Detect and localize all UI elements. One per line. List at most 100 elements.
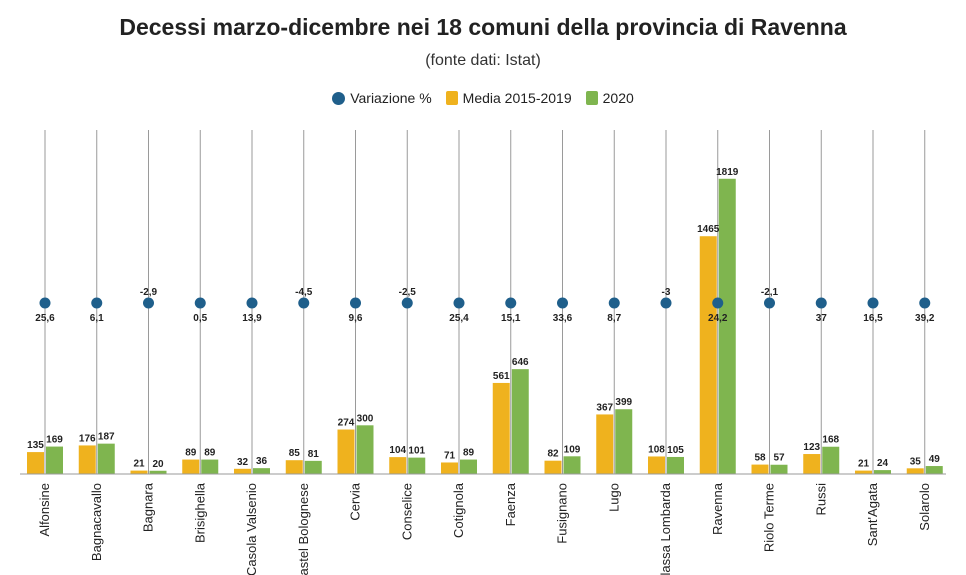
data-label-2020-russi: 168 xyxy=(822,435,839,446)
bar-2020-cotignola xyxy=(460,459,477,474)
bar-media-conselice xyxy=(389,457,407,474)
dot-variazione-massa-lombarda xyxy=(660,297,672,309)
bar-media-castel-bolognese xyxy=(285,460,303,474)
legend-label-variazione: Variazione % xyxy=(350,90,432,106)
tick-label-bagnacavallo: Bagnacavallo xyxy=(89,483,104,561)
legend-label-2020: 2020 xyxy=(602,90,634,106)
bar-media-russi xyxy=(803,454,821,474)
data-label-media-casola-valsenio: 32 xyxy=(237,457,249,468)
dot-variazione-bagnara xyxy=(143,297,154,309)
tick-label-cotignola: Cotignola xyxy=(451,482,466,538)
data-label-variazione-cervia: 9,6 xyxy=(349,313,363,324)
data-label-variazione-casola-valsenio: 13,9 xyxy=(242,313,262,324)
data-label-2020-bagnara: 20 xyxy=(152,459,164,470)
tick-label-sant-agata: Sant'Agata xyxy=(865,482,880,546)
data-label-2020-casola-valsenio: 36 xyxy=(256,456,268,467)
dot-variazione-cervia xyxy=(350,297,361,309)
bar-media-fusignano xyxy=(544,460,562,474)
tick-label-russi: Russi xyxy=(813,483,828,516)
data-label-media-bagnacavallo: 176 xyxy=(79,433,96,444)
data-label-variazione-sant-agata: 16,5 xyxy=(863,313,883,324)
bar-media-bagnara xyxy=(130,470,148,474)
tick-label-solarolo: Solarolo xyxy=(917,483,932,531)
data-label-2020-faenza: 646 xyxy=(512,357,529,368)
data-label-media-cotignola: 71 xyxy=(444,450,456,461)
bar-2020-massa-lombarda xyxy=(667,456,684,474)
bar-media-riolo-terme xyxy=(751,464,769,474)
data-label-2020-castel-bolognese: 81 xyxy=(308,449,320,460)
bar-media-massa-lombarda xyxy=(648,456,665,474)
data-label-media-solarolo: 35 xyxy=(910,456,922,467)
tick-label-brisighella: Brisighella xyxy=(192,482,207,543)
data-label-2020-lugo: 399 xyxy=(615,397,632,408)
data-label-media-lugo: 367 xyxy=(596,402,613,413)
tick-label-casola-valsenio: Casola Valsenio xyxy=(244,483,259,575)
dot-variazione-bagnacavallo xyxy=(91,297,103,309)
data-label-variazione-alfonsine: 25,6 xyxy=(35,313,55,324)
legend-item-media[interactable]: Media 2015-2019 xyxy=(445,90,572,106)
dot-variazione-riolo-terme xyxy=(764,297,775,309)
bar-2020-riolo-terme xyxy=(770,464,788,474)
data-label-2020-alfonsine: 169 xyxy=(46,435,63,446)
tick-label-faenza: Faenza xyxy=(503,482,518,526)
data-label-media-ravenna: 1465 xyxy=(697,224,720,235)
bar-2020-casola-valsenio xyxy=(253,468,270,474)
bar-2020-bagnacavallo xyxy=(97,443,115,474)
dot-variazione-fusignano xyxy=(557,297,568,309)
dot-variazione-castel-bolognese xyxy=(298,297,310,309)
legend-item-2020[interactable]: 2020 xyxy=(585,90,634,106)
bar-2020-alfonsine xyxy=(46,446,63,474)
tick-label-alfonsine: Alfonsine xyxy=(37,483,52,536)
legend-item-variazione[interactable]: Variazione % xyxy=(332,90,432,106)
bar-media-bagnacavallo xyxy=(78,445,96,474)
data-label-media-bagnara: 21 xyxy=(133,459,145,470)
dot-variazione-sant-agata xyxy=(867,297,879,309)
legend-swatch-variazione xyxy=(332,91,346,105)
tick-label-fusignano: Fusignano xyxy=(555,483,570,544)
bar-media-faenza xyxy=(492,382,510,474)
data-label-media-cervia: 274 xyxy=(338,418,355,429)
legend-label-media: Media 2015-2019 xyxy=(462,90,572,106)
tick-label-castel-bolognese: astel Bolognese xyxy=(296,483,311,575)
bar-media-cervia xyxy=(337,429,355,474)
data-label-2020-riolo-terme: 57 xyxy=(773,453,785,464)
data-label-variazione-castel-bolognese: -4,5 xyxy=(295,287,313,298)
bar-2020-conselice xyxy=(408,457,426,474)
dot-variazione-casola-valsenio xyxy=(246,297,258,309)
data-label-media-conselice: 104 xyxy=(389,445,406,456)
data-label-media-sant-agata: 21 xyxy=(858,459,870,470)
dot-variazione-cotignola xyxy=(453,297,465,309)
bar-2020-ravenna xyxy=(718,178,736,474)
bar-media-alfonsine xyxy=(27,452,44,474)
data-label-variazione-bagnacavallo: 6,1 xyxy=(90,313,104,324)
bar-media-lugo xyxy=(596,414,614,474)
data-label-2020-conselice: 101 xyxy=(408,446,425,457)
data-label-variazione-faenza: 15,1 xyxy=(501,313,521,324)
data-label-2020-ravenna: 1819 xyxy=(716,167,739,178)
tick-label-lugo: Lugo xyxy=(606,483,621,512)
bar-2020-castel-bolognese xyxy=(304,460,322,474)
dot-variazione-russi xyxy=(815,297,827,309)
data-label-media-castel-bolognese: 85 xyxy=(289,448,301,459)
chart-title: Decessi marzo-dicembre nei 18 comuni del… xyxy=(119,14,847,40)
bar-2020-fusignano xyxy=(563,456,581,474)
bar-media-brisighella xyxy=(182,459,200,474)
data-label-variazione-brisighella: 0,5 xyxy=(193,313,207,324)
data-label-media-riolo-terme: 58 xyxy=(754,453,766,464)
data-label-variazione-solarolo: 39,2 xyxy=(915,313,935,324)
tick-label-cervia: Cervia xyxy=(348,482,363,520)
data-label-variazione-cotignola: 25,4 xyxy=(449,313,469,324)
bar-media-sant-agata xyxy=(855,470,872,474)
bar-2020-bagnara xyxy=(149,470,167,474)
bar-2020-sant-agata xyxy=(874,470,891,474)
tick-label-riolo-terme: Riolo Terme xyxy=(762,483,777,552)
data-label-2020-cervia: 300 xyxy=(357,413,374,424)
legend: Variazione % Media 2015-2019 2020 xyxy=(0,90,966,106)
data-label-media-alfonsine: 135 xyxy=(27,440,44,451)
bar-2020-russi xyxy=(822,446,840,474)
bar-2020-cervia xyxy=(356,425,374,474)
data-label-variazione-russi: 37 xyxy=(816,313,828,324)
data-label-2020-cotignola: 89 xyxy=(463,448,475,459)
data-label-media-faenza: 561 xyxy=(493,371,510,382)
